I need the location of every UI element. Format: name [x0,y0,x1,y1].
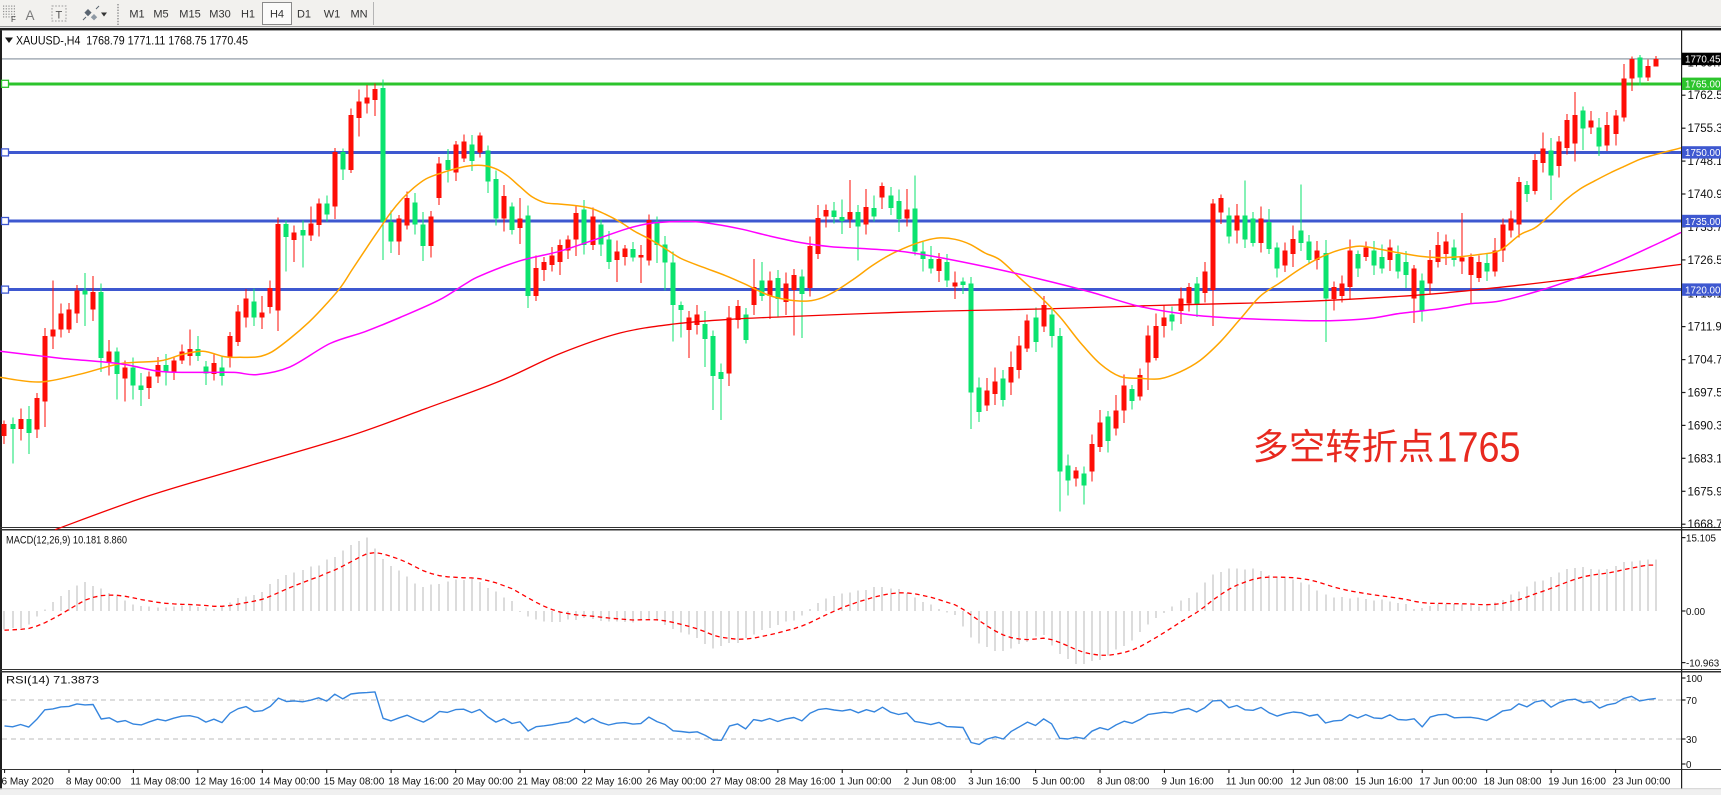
svg-text:1735.00: 1735.00 [1685,217,1721,228]
svg-text:RSI(14) 71.3873: RSI(14) 71.3873 [6,675,99,687]
svg-text:30: 30 [1686,735,1697,746]
svg-text:12 May 16:00: 12 May 16:00 [195,777,256,788]
svg-text:MACD(12,26,9) 10.181 8.860: MACD(12,26,9) 10.181 8.860 [6,535,127,547]
svg-text:1690.30: 1690.30 [1688,420,1721,432]
svg-text:8 May 00:00: 8 May 00:00 [66,777,121,788]
svg-text:26 May 00:00: 26 May 00:00 [646,777,707,788]
svg-text:H1: H1 [241,9,255,21]
svg-text:M15: M15 [179,9,200,21]
svg-text:11 May 08:00: 11 May 08:00 [130,777,190,788]
svg-text:1704.70: 1704.70 [1688,355,1721,367]
svg-text:M1: M1 [129,9,144,21]
svg-text:M30: M30 [209,9,230,21]
svg-text:6 May 2020: 6 May 2020 [2,777,55,788]
svg-text:1762.50: 1762.50 [1688,90,1721,102]
svg-text:D1: D1 [297,9,311,21]
svg-text:19 Jun 16:00: 19 Jun 16:00 [1548,777,1606,788]
svg-text:1720.00: 1720.00 [1685,285,1721,296]
svg-text:5 Jun 00:00: 5 Jun 00:00 [1033,777,1086,788]
svg-text:27 May 08:00: 27 May 08:00 [710,777,771,788]
svg-text:A: A [26,8,35,23]
svg-text:1668.70: 1668.70 [1688,519,1721,531]
svg-text:1711.90: 1711.90 [1688,322,1721,334]
svg-text:XAUUSD-,H4 1768.79 1771.11 17: XAUUSD-,H4 1768.79 1771.11 1768.75 1770.… [16,34,248,48]
svg-text:18 May 16:00: 18 May 16:00 [388,777,449,788]
svg-text:F: F [11,15,16,24]
svg-text:1726.50: 1726.50 [1688,255,1721,267]
svg-text:15 May 08:00: 15 May 08:00 [324,777,385,788]
svg-text:1740.90: 1740.90 [1688,189,1721,201]
svg-text:1697.50: 1697.50 [1688,388,1721,400]
svg-text:1 Jun 00:00: 1 Jun 00:00 [839,777,892,788]
svg-text:70: 70 [1686,696,1697,707]
svg-text:1683.10: 1683.10 [1688,453,1721,465]
svg-text:-10.963: -10.963 [1686,659,1720,670]
svg-text:18 Jun 08:00: 18 Jun 08:00 [1484,777,1542,788]
svg-text:20 May 00:00: 20 May 00:00 [453,777,514,788]
svg-text:23 Jun 00:00: 23 Jun 00:00 [1613,777,1671,788]
svg-text:15 Jun 16:00: 15 Jun 16:00 [1355,777,1413,788]
svg-text:0: 0 [1686,760,1692,771]
svg-text:21 May 08:00: 21 May 08:00 [517,777,578,788]
svg-text:15.105: 15.105 [1686,534,1717,545]
svg-text:12 Jun 08:00: 12 Jun 08:00 [1290,777,1348,788]
svg-text:T: T [56,10,63,22]
svg-text:3 Jun 16:00: 3 Jun 16:00 [968,777,1021,788]
svg-text:22 May 16:00: 22 May 16:00 [582,777,643,788]
svg-text:1675.90: 1675.90 [1688,486,1721,498]
svg-text:1748.10: 1748.10 [1688,156,1721,168]
svg-text:14 May 00:00: 14 May 00:00 [259,777,320,788]
svg-text:2 Jun 08:00: 2 Jun 08:00 [904,777,957,788]
svg-text:11 Jun 00:00: 11 Jun 00:00 [1226,777,1284,788]
svg-text:1765: 1765 [1437,424,1521,472]
svg-text:8 Jun 08:00: 8 Jun 08:00 [1097,777,1150,788]
svg-text:17 Jun 00:00: 17 Jun 00:00 [1419,777,1477,788]
svg-text:W1: W1 [324,9,341,21]
svg-text:MN: MN [350,9,367,21]
svg-text:0.00: 0.00 [1686,607,1706,618]
svg-text:1755.30: 1755.30 [1688,123,1721,135]
svg-text:H4: H4 [270,9,284,21]
svg-text:M5: M5 [153,9,168,21]
svg-text:9 Jun 16:00: 9 Jun 16:00 [1161,777,1214,788]
svg-text:1770.45: 1770.45 [1685,55,1721,66]
svg-text:1750.00: 1750.00 [1685,148,1721,159]
svg-text:1765.00: 1765.00 [1685,80,1721,91]
svg-text:100: 100 [1686,674,1703,685]
svg-text:28 May 16:00: 28 May 16:00 [775,777,836,788]
